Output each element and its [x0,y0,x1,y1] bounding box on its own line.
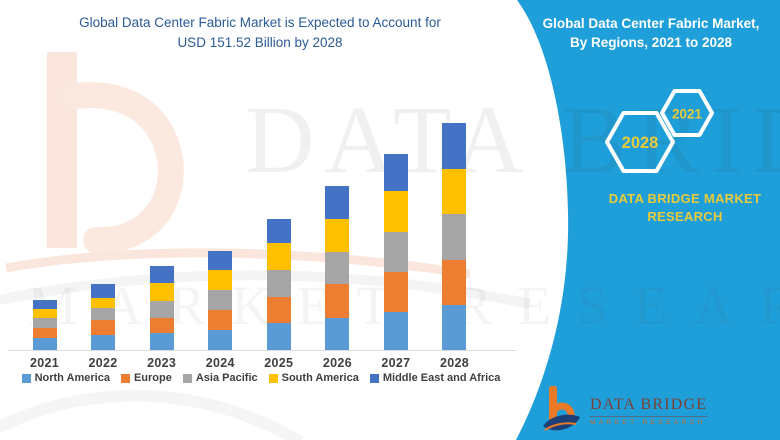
legend-label-south-america: South America [281,372,359,384]
legend-swatch-south-america [268,373,278,383]
hexagon-2028-label: 2028 [622,134,659,152]
legend-swatch-europe [120,373,130,383]
chart-title-line2: USD 151.52 Billion by 2028 [177,35,343,50]
databridge-logo: DATA BRIDGE MARKET RESEARCH [542,386,708,436]
legend-item-middle-east-and-africa: Middle East and Africa [369,372,501,384]
hexagon-2028-outline [605,111,675,173]
databridge-logo-text: DATA BRIDGE MARKET RESEARCH [590,396,708,426]
legend-label-asia-pacific: Asia Pacific [195,372,258,384]
legend-swatch-middle-east-and-africa [369,373,379,383]
legend-item-asia-pacific: Asia Pacific [182,372,258,384]
chart-legend: North America Europe Asia Pacific South Ame… [6,372,516,384]
brand-text-line1: DATA BRIDGE MARKET [608,191,762,206]
panel-title-line2: By Regions, 2021 to 2028 [569,35,733,50]
hexagon-badges: 2028 2021 [605,89,714,173]
legend-item-south-america: South America [268,372,359,384]
databridge-logo-icon [543,386,580,431]
panel-title: Global Data Center Fabric Market, By Reg… [525,14,777,52]
chart-title: Global Data Center Fabric Market is Expe… [22,13,498,53]
hexagon-2021-label: 2021 [672,107,703,122]
brand-text: DATA BRIDGE MARKET RESEARCH [560,190,780,226]
brand-text-line2: RESEARCH [647,209,723,224]
legend-item-north-america: North America [21,372,110,384]
panel-title-line1: Global Data Center Fabric Market, [542,16,760,31]
chart-title-line1: Global Data Center Fabric Market is Expe… [79,15,441,30]
hexagon-2021-outline [660,89,714,137]
legend-label-middle-east-and-africa: Middle East and Africa [382,372,501,384]
logo-subtitle: MARKET RESEARCH [590,419,706,426]
legend-swatch-asia-pacific [182,373,192,383]
legend-label-north-america: North America [34,372,110,384]
legend-label-europe: Europe [133,372,172,384]
legend-swatch-north-america [21,373,31,383]
legend-item-europe: Europe [120,372,172,384]
logo-name: DATA BRIDGE [590,396,708,417]
